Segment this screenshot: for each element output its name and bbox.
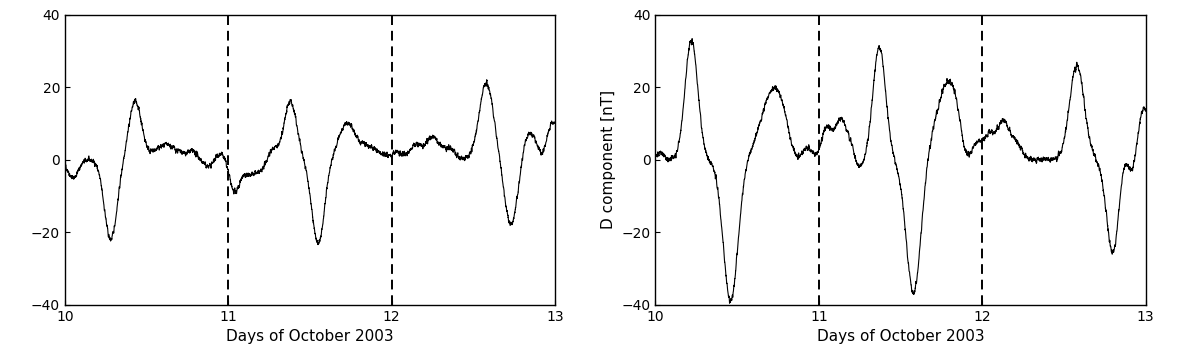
X-axis label: Days of October 2003: Days of October 2003 (817, 329, 984, 344)
X-axis label: Days of October 2003: Days of October 2003 (227, 329, 393, 344)
Y-axis label: D component [nT]: D component [nT] (601, 90, 616, 229)
